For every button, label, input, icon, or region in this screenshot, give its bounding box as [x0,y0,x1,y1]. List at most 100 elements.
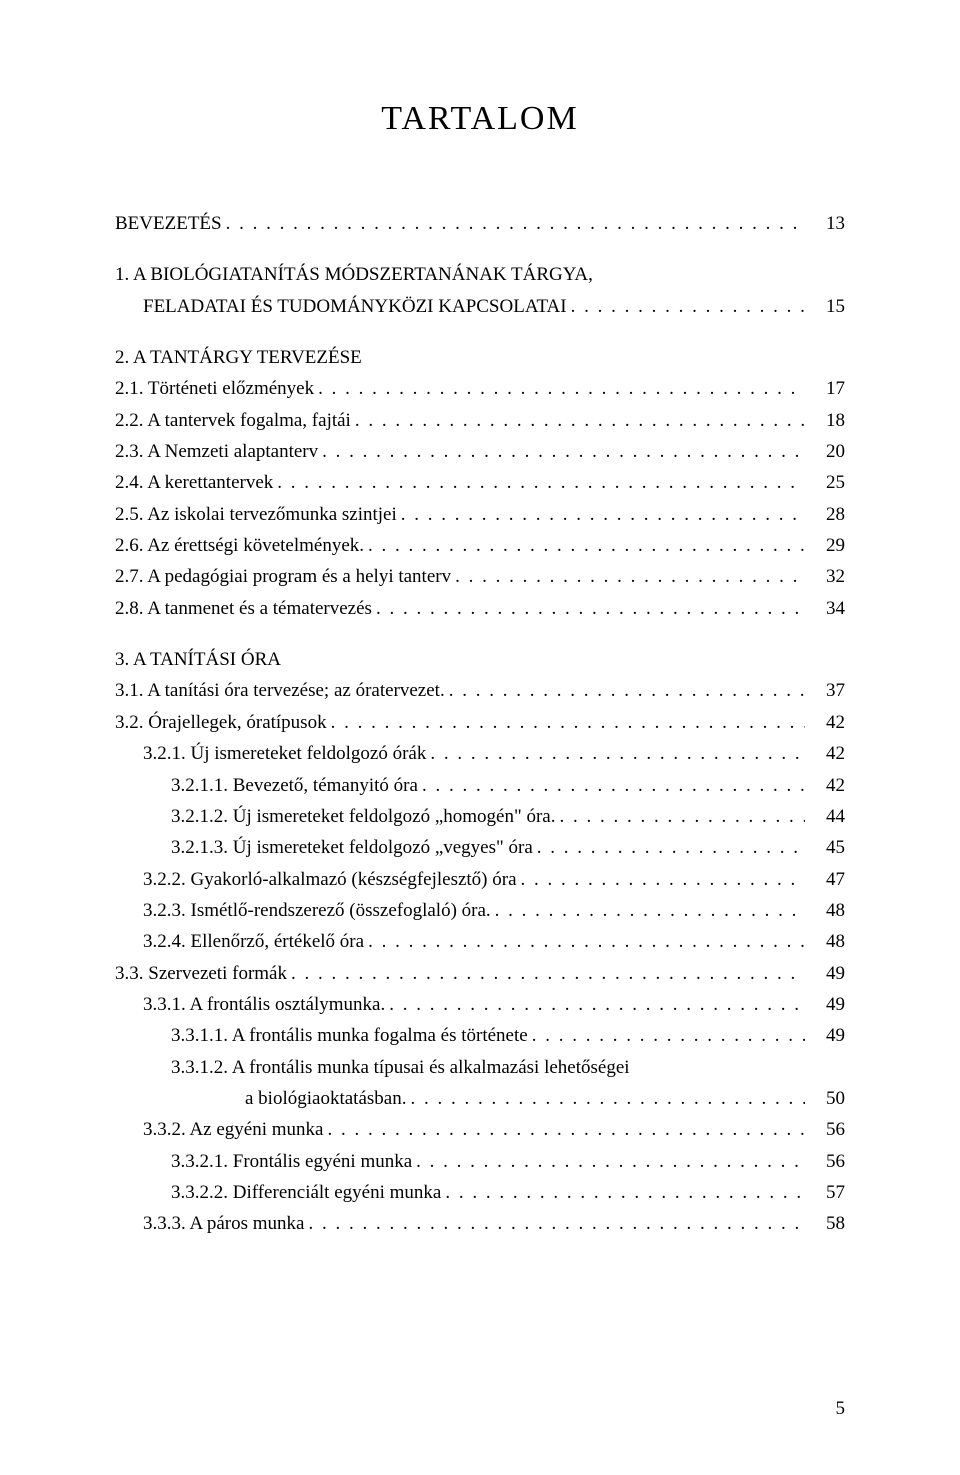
toc-leader-dots: . . . . . . . . . . . . . . . . . . . . … [323,1114,805,1145]
toc-entry-line: 1. A BIOLÓGIATANÍTÁS MÓDSZERTANÁNAK TÁRG… [115,259,845,290]
toc-entry-page: 56 [805,1114,845,1145]
toc-leader-dots: . . . . . . . . . . . . . . . . . . . . … [273,467,805,498]
table-of-contents: BEVEZETÉS . . . . . . . . . . . . . . . … [115,208,845,1240]
toc-entry: 3.1. A tanítási óra tervezése; az órater… [115,675,845,706]
toc-leader-dots: . . . . . . . . . . . . . . . . . . . . … [445,675,805,706]
toc-leader-dots: . . . . . . . . . . . . . . . . . . . . … [364,926,805,957]
page-title: TARTALOM [115,100,845,138]
toc-entry-page: 15 [805,291,845,322]
toc-entry-label: FELADATAI ÉS TUDOMÁNYKÖZI KAPCSOLATAI [143,291,567,322]
toc-leader-dots: . . . . . . . . . . . . . . . . . . . . … [426,738,805,769]
toc-entry-label: 3.3.2.1. Frontális egyéni munka [171,1146,412,1177]
toc-entry-label: 3.3.1. A frontális osztálymunka. [143,989,385,1020]
toc-leader-dots: . . . . . . . . . . . . . . . . . . . . … [314,373,805,404]
toc-entry-page: 13 [805,208,845,239]
toc-leader-dots: . . . . . . . . . . . . . . . . . . . . … [305,1208,806,1239]
toc-entry-label: 2.7. A pedagógiai program és a helyi tan… [115,561,451,592]
toc-entry-page: 48 [805,895,845,926]
toc-entry: 2.3. A Nemzeti alaptanterv . . . . . . .… [115,436,845,467]
toc-entry-line: 3.3.1.2. A frontális munka típusai és al… [115,1052,845,1083]
toc-leader-dots: . . . . . . . . . . . . . . . . . . . . … [491,895,805,926]
toc-entry-page: 37 [805,675,845,706]
toc-leader-dots: . . . . . . . . . . . . . . . . . . . . … [318,436,805,467]
toc-entry: 3.3.3. A páros munka . . . . . . . . . .… [115,1208,845,1239]
toc-entry-label: 3.2.1.1. Bevezető, témanyitó óra [171,770,418,801]
toc-entry-label: 3.2.1.3. Új ismereteket feldolgozó „vegy… [171,832,533,863]
toc-leader-dots: . . . . . . . . . . . . . . . . . . . . … [555,801,805,832]
toc-leader-dots: . . . . . . . . . . . . . . . . . . . . … [287,958,805,989]
section-spacer [115,322,845,342]
toc-entry: 3.2.1.2. Új ismereteket feldolgozó „homo… [115,801,845,832]
toc-entry-page: 42 [805,738,845,769]
toc-entry-label: 2.3. A Nemzeti alaptanterv [115,436,318,467]
toc-leader-dots: . . . . . . . . . . . . . . . . . . . . … [517,864,805,895]
toc-entry-page: 29 [805,530,845,561]
toc-leader-dots: . . . . . . . . . . . . . . . . . . . . … [451,561,805,592]
toc-entry-label: 3.2.2. Gyakorló-alkalmazó (készségfejles… [143,864,517,895]
toc-entry-page: 20 [805,436,845,467]
toc-entry-page: 49 [805,989,845,1020]
toc-entry: 3.3.1. A frontális osztálymunka. . . . .… [115,989,845,1020]
toc-entry: 3.2.3. Ismétlő-rendszerező (összefoglaló… [115,895,845,926]
toc-entry-page: 45 [805,832,845,863]
toc-entry: 2.5. Az iskolai tervezőmunka szintjei . … [115,499,845,530]
toc-entry-label: 3.2.1.2. Új ismereteket feldolgozó „homo… [171,801,555,832]
toc-entry: 2.7. A pedagógiai program és a helyi tan… [115,561,845,592]
toc-leader-dots: . . . . . . . . . . . . . . . . . . . . … [327,707,805,738]
toc-entry-label: 3.2.1. Új ismereteket feldolgozó órák [143,738,426,769]
toc-entry-label: 3.2.4. Ellenőrző, értékelő óra [143,926,364,957]
toc-entry: 3.2.2. Gyakorló-alkalmazó (készségfejles… [115,864,845,895]
toc-entry-page: 48 [805,926,845,957]
section-spacer [115,239,845,259]
toc-entry-page: 17 [805,373,845,404]
toc-entry: 3.3.2.1. Frontális egyéni munka . . . . … [115,1146,845,1177]
toc-entry-page: 50 [805,1083,845,1114]
toc-leader-dots: . . . . . . . . . . . . . . . . . . . . … [418,770,805,801]
toc-entry-label: 3.2. Órajellegek, óratípusok [115,707,327,738]
toc-entry-page: 56 [805,1146,845,1177]
toc-entry: 3. A TANÍTÁSI ÓRA [115,644,845,675]
toc-entry-page: 57 [805,1177,845,1208]
toc-entry-label: 3. A TANÍTÁSI ÓRA [115,644,281,675]
toc-leader-dots: . . . . . . . . . . . . . . . . . . . . … [372,593,805,624]
toc-entry: BEVEZETÉS . . . . . . . . . . . . . . . … [115,208,845,239]
toc-leader-dots: . . . . . . . . . . . . . . . . . . . . … [222,208,805,239]
toc-entry: a biológiaoktatásban. . . . . . . . . . … [115,1083,845,1114]
toc-entry-page: 32 [805,561,845,592]
toc-leader-dots: . . . . . . . . . . . . . . . . . . . . … [412,1146,805,1177]
toc-entry-label: 2.6. Az érettségi követelmények. [115,530,364,561]
toc-entry: 3.2.1.3. Új ismereteket feldolgozó „vegy… [115,832,845,863]
page: TARTALOM BEVEZETÉS . . . . . . . . . . .… [0,0,960,1475]
toc-entry: 3.3.2.2. Differenciált egyéni munka . . … [115,1177,845,1208]
section-spacer [115,624,845,644]
toc-leader-dots: . . . . . . . . . . . . . . . . . . . . … [567,291,805,322]
toc-entry: 2.6. Az érettségi követelmények. . . . .… [115,530,845,561]
toc-entry-label: BEVEZETÉS [115,208,222,239]
toc-entry-page: 25 [805,467,845,498]
toc-entry-label: 3.1. A tanítási óra tervezése; az órater… [115,675,445,706]
toc-leader-dots: . . . . . . . . . . . . . . . . . . . . … [406,1083,805,1114]
toc-entry-label: 3.3.2. Az egyéni munka [143,1114,323,1145]
toc-entry: 2.1. Történeti előzmények . . . . . . . … [115,373,845,404]
toc-entry: 3.2.4. Ellenőrző, értékelő óra . . . . .… [115,926,845,957]
toc-entry-label: 3.3.2.2. Differenciált egyéni munka [171,1177,441,1208]
toc-entry: 2.2. A tantervek fogalma, fajtái . . . .… [115,405,845,436]
toc-entry-page: 34 [805,593,845,624]
toc-leader-dots: . . . . . . . . . . . . . . . . . . . . … [385,989,805,1020]
toc-entry-label: 3.3. Szervezeti formák [115,958,287,989]
toc-entry-label: 3.3.3. A páros munka [143,1208,305,1239]
toc-leader-dots: . . . . . . . . . . . . . . . . . . . . … [364,530,805,561]
toc-entry-label: 2. A TANTÁRGY TERVEZÉSE [115,342,362,373]
toc-entry: 2.8. A tanmenet és a tématervezés . . . … [115,593,845,624]
toc-entry-page: 28 [805,499,845,530]
toc-entry: 3.3. Szervezeti formák . . . . . . . . .… [115,958,845,989]
toc-leader-dots: . . . . . . . . . . . . . . . . . . . . … [351,405,805,436]
toc-entry-label: 2.2. A tantervek fogalma, fajtái [115,405,351,436]
toc-leader-dots: . . . . . . . . . . . . . . . . . . . . … [441,1177,805,1208]
toc-entry-label: 2.4. A kerettantervek [115,467,273,498]
toc-leader-dots: . . . . . . . . . . . . . . . . . . . . … [528,1020,805,1051]
toc-entry: 3.2.1. Új ismereteket feldolgozó órák . … [115,738,845,769]
toc-entry: 3.2. Órajellegek, óratípusok . . . . . .… [115,707,845,738]
toc-entry-page: 18 [805,405,845,436]
toc-entry-label: 2.1. Történeti előzmények [115,373,314,404]
